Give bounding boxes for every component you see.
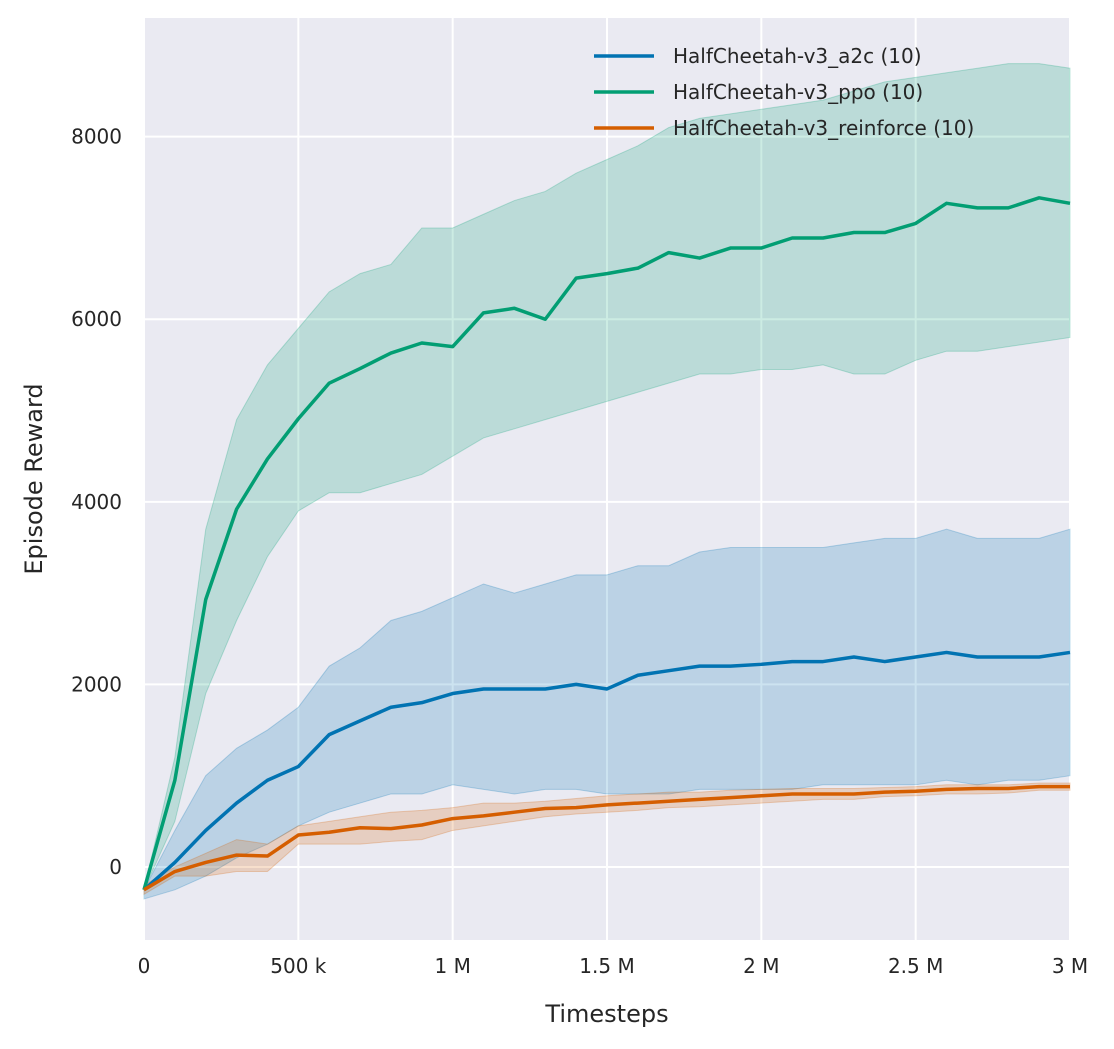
x-tick-label: 1.5 M [579,954,634,978]
x-tick-label: 2 M [743,954,779,978]
x-tick-label: 1 M [434,954,470,978]
y-tick-label: 6000 [71,307,122,331]
y-tick-label: 4000 [71,490,122,514]
y-tick-label: 2000 [71,672,122,696]
x-tick-label: 500 k [270,954,327,978]
legend: HalfCheetah-v3_a2c (10) HalfCheetah-v3_pp… [594,44,974,140]
legend-label: HalfCheetah-v3_ppo (10) [673,80,923,104]
series-line-0 [142,650,1071,892]
x-tick-label: 0 [138,954,151,978]
x-tick-label: 3 M [1052,954,1088,978]
y-tick-label: 8000 [71,125,122,149]
band-0 [143,528,1071,900]
legend-label: HalfCheetah-v3_a2c (10) [673,44,922,68]
x-tick-labels: 0 500 k 1 M 1.5 M 2 M 2.5 M 3 M [138,954,1089,978]
legend-label: HalfCheetah-v3_reinforce (10) [673,116,974,140]
y-tick-labels: 0 2000 4000 6000 8000 [71,125,122,879]
y-tick-label: 0 [109,855,122,879]
legend-item: HalfCheetah-v3_a2c (10) [594,44,922,68]
series-lines [142,196,1071,892]
grid [143,18,1071,940]
series-line-2 [143,784,1070,892]
series-line-1 [142,196,1071,891]
legend-item: HalfCheetah-v3_ppo (10) [594,80,923,104]
legend-item: HalfCheetah-v3_reinforce (10) [594,116,974,140]
x-axis-label: Timesteps [544,1000,668,1028]
x-tick-label: 2.5 M [888,954,943,978]
y-axis-label: Episode Reward [20,383,48,574]
